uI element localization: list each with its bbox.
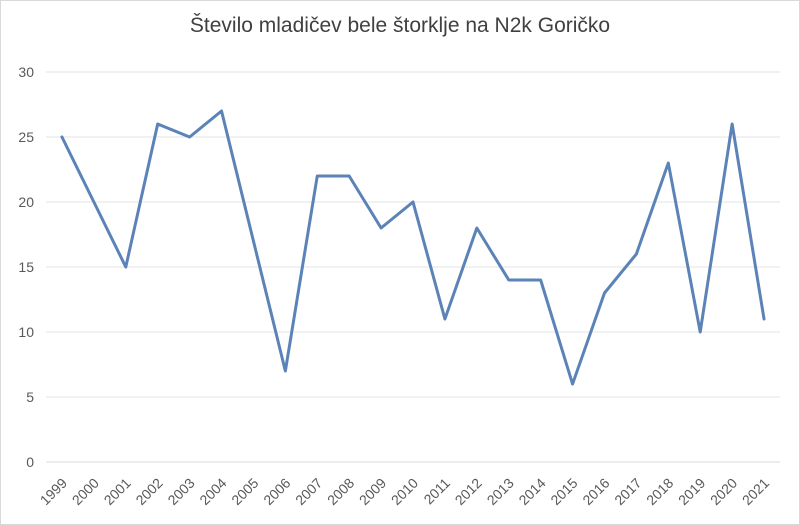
y-tick-label: 20 — [18, 194, 34, 210]
x-tick-label: 2010 — [388, 475, 421, 508]
x-tick-label: 2015 — [547, 475, 580, 508]
y-tick-label: 15 — [18, 259, 34, 275]
x-tick-label: 2008 — [324, 475, 357, 508]
x-tick-label: 2009 — [356, 475, 389, 508]
x-tick-label: 2011 — [420, 475, 453, 508]
x-tick-label: 2001 — [101, 475, 134, 508]
y-tick-label: 5 — [26, 389, 34, 405]
y-tick-label: 10 — [18, 324, 34, 340]
x-tick-label: 2020 — [707, 475, 740, 508]
x-tick-label: 2013 — [484, 475, 517, 508]
series-line-0 — [60, 109, 766, 386]
x-tick-label: 2018 — [643, 475, 676, 508]
x-tick-label: 2003 — [164, 475, 197, 508]
x-tick-label: 2004 — [196, 475, 229, 508]
x-tick-label: 2007 — [292, 475, 325, 508]
x-tick-label: 2016 — [579, 475, 612, 508]
x-tick-label: 2021 — [739, 475, 772, 508]
x-tick-label: 2002 — [132, 475, 165, 508]
x-tick-label: 2014 — [515, 475, 548, 508]
x-tick-label: 2012 — [452, 475, 485, 508]
x-tick-label: 2019 — [675, 475, 708, 508]
y-tick-label: 0 — [26, 454, 34, 470]
x-tick-label: 2005 — [228, 475, 261, 508]
y-tick-label: 30 — [18, 64, 34, 80]
x-tick-label: 2000 — [69, 475, 102, 508]
y-tick-label: 25 — [18, 129, 34, 145]
x-tick-label: 2006 — [260, 475, 293, 508]
x-tick-label: 1999 — [37, 475, 70, 508]
chart-title: Število mladičev bele štorklje na N2k Go… — [189, 14, 611, 37]
x-tick-label: 2017 — [611, 475, 644, 508]
